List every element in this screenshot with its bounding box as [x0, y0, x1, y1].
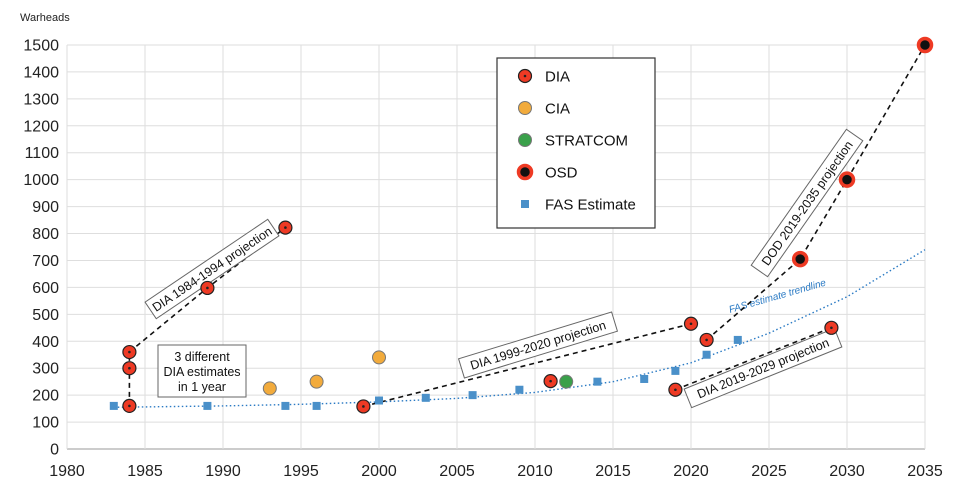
trendline-label: FAS estimate trendline — [728, 278, 828, 316]
grid — [66, 44, 926, 450]
fas-estimate-point — [515, 385, 524, 394]
y-tick-label: 800 — [32, 226, 59, 243]
legend-label: FAS Estimate — [545, 197, 636, 214]
x-tick-label: 2005 — [439, 463, 475, 480]
cia-point — [309, 374, 324, 389]
dia-point-dot — [128, 366, 131, 370]
fas-estimate-point — [468, 391, 477, 400]
x-tick-label: 2030 — [829, 463, 865, 480]
dia-point-dot — [549, 379, 552, 383]
y-tick-label: 100 — [32, 415, 59, 432]
annotation-box — [157, 344, 247, 398]
y-tick-label: 500 — [32, 307, 59, 324]
y-tick-label: 200 — [32, 388, 59, 405]
fas-estimate-point — [733, 335, 742, 344]
projection-label-text: DIA 1999-2020 projection — [469, 318, 608, 373]
y-tick-label: 600 — [32, 280, 59, 297]
projection-label-box — [683, 327, 843, 409]
dia-point-dot — [284, 226, 287, 229]
y-tick-label: 1000 — [23, 172, 59, 189]
fas-estimate-point — [203, 401, 212, 410]
x-tick-label: 1995 — [283, 463, 319, 480]
x-tick-label: 1985 — [127, 463, 163, 480]
fas-estimate-point — [640, 374, 649, 383]
legend-label: CIA — [545, 101, 570, 118]
fas-estimate-point — [421, 393, 430, 402]
y-tick-label: 1400 — [23, 64, 59, 81]
projection-label-text: DIA 1984-1994 projection — [150, 224, 275, 315]
fas-estimate-point — [281, 401, 290, 410]
stratcom-point — [559, 374, 574, 389]
projection-label-box — [457, 311, 619, 379]
fas-estimate-point — [593, 377, 602, 386]
projection-label-box — [750, 128, 864, 278]
x-tick-label: 2010 — [517, 463, 553, 480]
osd-point — [916, 36, 934, 54]
x-tick-label: 1990 — [205, 463, 241, 480]
fas-estimate-point — [312, 401, 321, 410]
dia-point-dot — [523, 74, 527, 78]
dia-point-dot — [830, 326, 833, 330]
y-tick-label: 1100 — [25, 145, 60, 162]
y-tick-label: 1200 — [23, 118, 59, 135]
dia-point-dot — [674, 388, 677, 392]
dia-point-dot — [362, 405, 365, 408]
y-tick-label: 700 — [32, 253, 59, 270]
x-tick-label: 2025 — [751, 463, 787, 480]
legend-label: STRATCOM — [545, 133, 628, 150]
fas-estimate-point — [671, 366, 680, 375]
dia-point-dot — [128, 350, 131, 354]
dia-point-dot — [128, 404, 131, 408]
cia-point — [372, 350, 386, 365]
y-tick-label: 900 — [32, 199, 59, 216]
annotation-line: DIA estimates — [163, 365, 240, 379]
projection-label: DIA 1984-1994 projection — [144, 218, 280, 320]
y-tick-label: 300 — [32, 361, 59, 378]
x-tick-label: 2000 — [361, 463, 397, 480]
osd-point — [516, 163, 534, 181]
x-tick-label: 2020 — [673, 463, 709, 480]
y-tick-label: 0 — [50, 442, 59, 459]
fas-estimate-point — [521, 200, 529, 208]
dia-point-dot — [689, 322, 693, 326]
projection-line — [675, 327, 832, 391]
legend: DIA CIA STRATCOM OSD FAS Estimate — [496, 57, 656, 229]
fas-estimate-point — [375, 396, 383, 405]
projection-line — [363, 323, 692, 408]
x-tick-label: 2015 — [595, 463, 631, 480]
y-tick-labels: 0 100 200 300 400 500 600 700 800 900 1000 1100 1200… — [23, 38, 59, 459]
cia-point — [262, 381, 277, 396]
osd-point — [791, 250, 809, 268]
y-tick-label: 1500 — [23, 38, 59, 55]
y-axis-label: Warheads — [20, 12, 70, 24]
annotation-line: in 1 year — [178, 380, 226, 394]
x-tick-label: 1980 — [49, 463, 85, 480]
annotation-line: 3 different — [174, 350, 230, 364]
data-points — [109, 36, 934, 414]
osd-point — [838, 171, 856, 188]
dia-point-dot — [705, 338, 708, 342]
dia-point-dot — [206, 286, 209, 290]
x-tick-label: 2035 — [907, 463, 943, 480]
projection-label-text: DOD 2019-2035 projection — [759, 138, 856, 268]
fas-estimate-point — [702, 350, 711, 359]
legend-label: OSD — [545, 165, 578, 182]
cia-point — [518, 101, 532, 115]
fas-estimate-point — [109, 401, 118, 410]
fas-trendline — [113, 249, 926, 408]
y-tick-label: 400 — [32, 334, 59, 351]
y-tick-label: 1300 — [23, 91, 59, 108]
legend-label: DIA — [545, 69, 570, 86]
x-tick-labels: 1980 1985 1990 1995 2000 2005 2010 2015 2020 2025… — [49, 463, 943, 480]
projection-label-box — [144, 218, 280, 320]
stratcom-point — [518, 133, 532, 147]
